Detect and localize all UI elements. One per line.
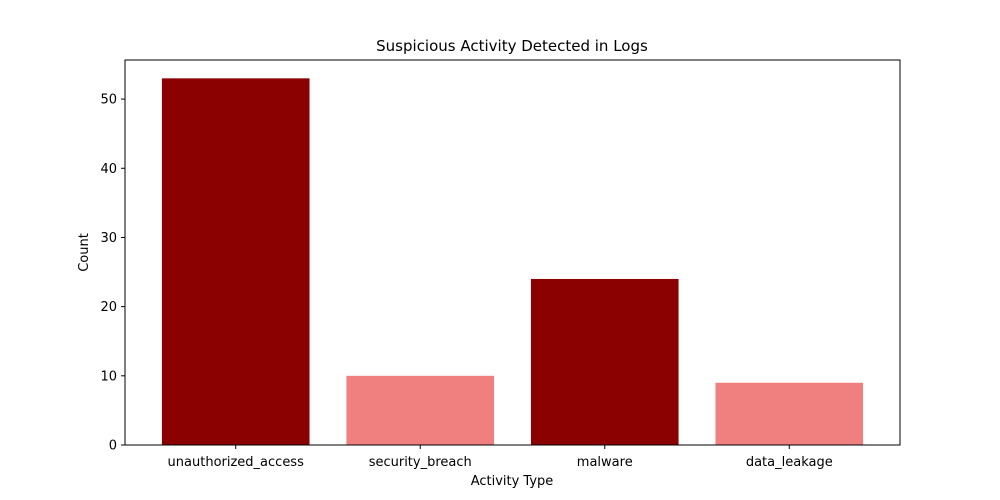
y-tick-label: 0 xyxy=(109,439,117,454)
bars-group xyxy=(161,78,864,445)
bar-security-breach xyxy=(346,375,495,445)
x-axis-label: Activity Type xyxy=(471,474,554,489)
bar-unauthorized-access xyxy=(161,78,310,445)
y-tick-label: 20 xyxy=(100,300,117,315)
y-tick-label: 40 xyxy=(100,162,117,177)
plot-frame xyxy=(124,59,901,446)
x-tick-label: malware xyxy=(577,455,633,470)
y-tick-label: 30 xyxy=(100,231,117,246)
x-tick-label: unauthorized_access xyxy=(168,455,305,470)
y-axis-ticks: 0 10 20 30 40 50 xyxy=(100,93,125,454)
x-tick-label: data_leakage xyxy=(746,455,833,470)
y-axis-label: Count xyxy=(77,233,92,272)
bar-malware xyxy=(530,278,679,445)
chart-title: Suspicious Activity Detected in Logs xyxy=(376,37,648,55)
x-axis-ticks: unauthorized_access security_breach malwar… xyxy=(168,445,833,470)
x-tick-label: security_breach xyxy=(369,455,472,470)
bar-data-leakage xyxy=(715,382,864,445)
y-tick-label: 50 xyxy=(100,93,117,108)
y-tick-label: 10 xyxy=(100,369,117,384)
